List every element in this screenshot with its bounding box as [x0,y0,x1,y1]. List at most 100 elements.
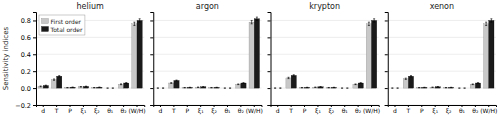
title: helium [76,2,104,11]
error-cap [472,84,474,85]
error-line [112,88,113,89]
error-line [451,87,452,88]
error-line [360,82,361,84]
error-cap [368,22,370,23]
error-line [171,82,172,84]
error-cap [224,88,226,89]
error-bar [53,79,55,80]
bar [187,87,192,89]
y-tick-label: 0.0 [21,85,31,93]
error-cap [341,88,343,89]
bar [105,88,110,89]
error-bar [93,87,95,88]
y-tick [268,54,271,55]
error-cap [306,87,308,88]
bar [201,87,206,88]
legend-swatch [42,19,49,24]
y-tick-mark [385,105,388,106]
error-bar [274,87,276,88]
error-line [72,87,73,88]
error-cap [242,83,244,84]
error-cap [293,76,295,77]
title: krypton [309,2,340,11]
bar [78,87,83,88]
error-line [315,87,316,88]
bar [51,80,56,88]
y-axis [385,13,389,106]
grid-line [271,20,379,21]
x-tick-label: θ₂ [472,107,479,114]
y-tick-label: 0.2 [21,68,31,76]
error-cap [472,83,474,84]
error-cap [58,76,60,77]
error-cap [288,78,290,79]
y-tick [385,37,388,38]
error-bar [139,19,141,22]
error-cap [98,87,100,88]
error-bar [373,19,375,22]
error-bar [45,85,47,87]
error-line [301,87,302,88]
x-tick-label: θ₂ [121,107,128,114]
error-cap [170,82,172,83]
bar [470,84,475,88]
error-cap [418,87,420,88]
error-cap [256,17,258,18]
x-tick: ξ₂ [94,105,100,115]
plot-area [157,17,260,88]
x-tick: ξ₂ [446,105,452,115]
error-cap [112,88,114,89]
error-cap [53,78,55,79]
error-line [86,86,87,88]
error-bar [405,78,407,79]
error-cap [288,77,290,78]
error-cap [333,87,335,88]
legend-label: Total order [50,26,83,33]
legend-box [39,15,85,35]
error-cap [477,83,479,84]
x-tick-label: θ₂ [355,107,362,114]
x-tick: ξ₂ [328,105,334,115]
series [391,22,488,88]
y-tick-mark [268,105,271,106]
error-line [333,87,334,88]
error-line [477,82,478,84]
error-bar [418,87,420,88]
error-line [139,19,140,22]
error-bar [210,87,212,88]
error-cap [107,88,109,89]
x-tick: d [41,105,45,114]
y-tick-mark [385,71,388,72]
error-cap [120,83,122,84]
y-axis [268,13,272,106]
error-bar [437,86,439,87]
bar [182,87,187,88]
error-cap [251,23,253,24]
axis-line [385,13,389,106]
x-tick-label: T [406,107,411,114]
error-line [203,86,204,87]
bar [209,87,214,88]
error-bar [189,87,191,88]
error-cap [355,83,357,84]
y-tick-mark [385,37,388,38]
error-bars [157,20,253,88]
series [397,19,494,88]
error-line [445,87,446,88]
y-tick [385,54,388,55]
error-bar [120,83,122,85]
x-tick: P [420,105,424,114]
error-cap [341,88,343,89]
error-bar [157,87,159,88]
x-tick-label: ξ₁ [432,107,438,115]
error-cap [139,18,141,19]
x-axis: dTPξ₁ξ₂θ₁θ₂(W/H) [388,105,497,115]
x-tick-label: (W/H) [363,107,380,114]
y-tick [150,20,153,21]
error-line [80,86,81,88]
error-cap [107,88,109,89]
error-line [419,87,420,88]
grid-line [153,37,261,38]
error-line [432,87,433,88]
error-cap [216,87,218,88]
